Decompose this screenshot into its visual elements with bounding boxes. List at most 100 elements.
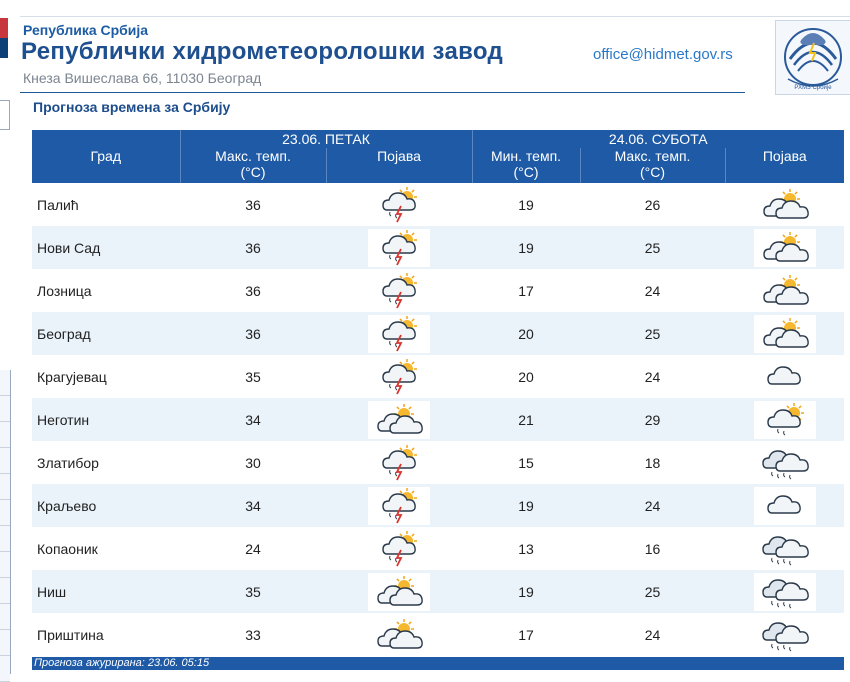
col-phenomenon-day2: Појава	[724, 148, 845, 183]
partly-cloudy-sun-icon	[368, 400, 430, 439]
cloudy-icon	[753, 357, 816, 396]
rain-shower-sun-icon	[753, 400, 816, 439]
min-temp-day2: 20	[472, 355, 581, 398]
thunderstorm-sun-icon	[368, 314, 430, 353]
top-border	[20, 16, 850, 17]
table-row: Београд 36 20 25	[32, 312, 845, 355]
city-name: Палић	[32, 183, 180, 226]
table-row: Приштина 33 17 24	[32, 613, 845, 656]
max-temp-day1: 33	[180, 613, 326, 656]
phenomenon-day2	[725, 484, 845, 527]
phenomenon-day2	[725, 226, 845, 269]
phenomenon-day1	[326, 183, 473, 226]
institute-address: Кнеза Вишеслава 66, 11030 Београд	[23, 70, 262, 86]
partly-cloudy-sun-icon	[753, 314, 816, 353]
rain-icon	[753, 443, 816, 482]
table-row: Крагујевац 35 20 24	[32, 355, 845, 398]
table-row: Копаоник 24 13 16	[32, 527, 845, 570]
svg-text:РХМЗ Србије: РХМЗ Србије	[794, 85, 832, 91]
cloudy-icon	[753, 486, 816, 525]
city-name: Неготин	[32, 398, 180, 441]
phenomenon-day1	[326, 269, 473, 312]
institute-title[interactable]: Републички хидрометеоролошки завод	[21, 38, 504, 65]
max-temp-day2: 24	[580, 484, 726, 527]
phenomenon-day1	[326, 484, 473, 527]
city-name: Крагујевац	[32, 355, 180, 398]
thunderstorm-sun-icon	[368, 185, 430, 224]
thunderstorm-sun-icon	[368, 357, 430, 396]
corner-cell	[32, 130, 180, 148]
col-min-temp-day2: Мин. темп. (°C)	[471, 148, 581, 183]
day1-header: 23.06. ПЕТАК	[179, 130, 473, 148]
city-name: Нови Сад	[32, 226, 180, 269]
phenomenon-day2	[725, 269, 845, 312]
forecast-table: 23.06. ПЕТАК 24.06. СУБОТА Град Макс. те…	[32, 130, 845, 656]
left-sidebar-fragment	[0, 370, 11, 682]
max-temp-day1: 35	[180, 570, 326, 613]
flag-strip	[0, 18, 8, 78]
city-name: Лозница	[32, 269, 180, 312]
city-name: Приштина	[32, 613, 180, 656]
rain-icon	[753, 615, 816, 654]
table-row: Нови Сад 36 19 25	[32, 226, 845, 269]
min-temp-day2: 15	[472, 441, 581, 484]
thunderstorm-sun-icon	[368, 228, 430, 267]
min-temp-day2: 19	[472, 183, 581, 226]
table-row: Лозница 36 17 24	[32, 269, 845, 312]
max-temp-day2: 24	[580, 355, 726, 398]
left-panel-fragment	[0, 100, 10, 130]
table-row: Ниш 35 19 25	[32, 570, 845, 613]
max-temp-day2: 25	[580, 312, 726, 355]
max-temp-day1: 36	[180, 183, 326, 226]
table-row: Краљево 34 19 24	[32, 484, 845, 527]
table-row: Златибор 30 15 18	[32, 441, 845, 484]
max-temp-day1: 30	[180, 441, 326, 484]
max-temp-day1: 36	[180, 269, 326, 312]
phenomenon-day1	[326, 613, 473, 656]
min-temp-day2: 21	[472, 398, 581, 441]
city-name: Краљево	[32, 484, 180, 527]
update-footer: Прогноза ажурирана: 23.06. 05:15	[32, 657, 844, 670]
min-temp-day2: 17	[472, 613, 581, 656]
col-phenomenon-day1: Појава	[325, 148, 473, 183]
phenomenon-day2	[725, 183, 845, 226]
min-temp-day2: 19	[472, 226, 581, 269]
max-temp-day1: 36	[180, 226, 326, 269]
phenomenon-day2	[725, 441, 845, 484]
max-temp-day2: 24	[580, 269, 726, 312]
partly-cloudy-sun-icon	[753, 228, 816, 267]
max-temp-day2: 26	[580, 183, 726, 226]
max-temp-day2: 25	[580, 570, 726, 613]
phenomenon-day1	[326, 527, 473, 570]
phenomenon-day2	[725, 355, 845, 398]
forecast-subtitle: Прогноза времена за Србију	[33, 99, 231, 115]
republic-label: Република Србија	[23, 22, 149, 38]
email-link[interactable]: office@hidmet.gov.rs	[593, 46, 733, 63]
phenomenon-day1	[326, 226, 473, 269]
col-max-temp-day1: Макс. темп. (°C)	[179, 148, 326, 183]
max-temp-day1: 34	[180, 398, 326, 441]
site-header: Република Србија Републички хидрометеоро…	[20, 18, 745, 93]
col-city: Град	[32, 148, 180, 183]
partly-cloudy-sun-icon	[753, 185, 816, 224]
thunderstorm-sun-icon	[368, 486, 430, 525]
phenomenon-day2	[725, 398, 845, 441]
min-temp-day2: 19	[472, 484, 581, 527]
max-temp-day1: 36	[180, 312, 326, 355]
max-temp-day1: 24	[180, 527, 326, 570]
partly-cloudy-sun-icon	[368, 572, 430, 611]
table-row: Палић 36 19 26	[32, 183, 845, 226]
phenomenon-day1	[326, 441, 473, 484]
max-temp-day2: 24	[580, 613, 726, 656]
phenomenon-day2	[725, 613, 845, 656]
phenomenon-day1	[326, 312, 473, 355]
max-temp-day1: 35	[180, 355, 326, 398]
rain-icon	[753, 572, 816, 611]
city-name: Копаоник	[32, 527, 180, 570]
day2-header: 24.06. СУБОТА	[471, 130, 845, 148]
thunderstorm-sun-icon	[368, 529, 430, 568]
table-row: Неготин 34 21 29	[32, 398, 845, 441]
min-temp-day2: 17	[472, 269, 581, 312]
rhmz-logo[interactable]: РХМЗ Србије	[775, 20, 850, 95]
partly-cloudy-sun-icon	[753, 271, 816, 310]
